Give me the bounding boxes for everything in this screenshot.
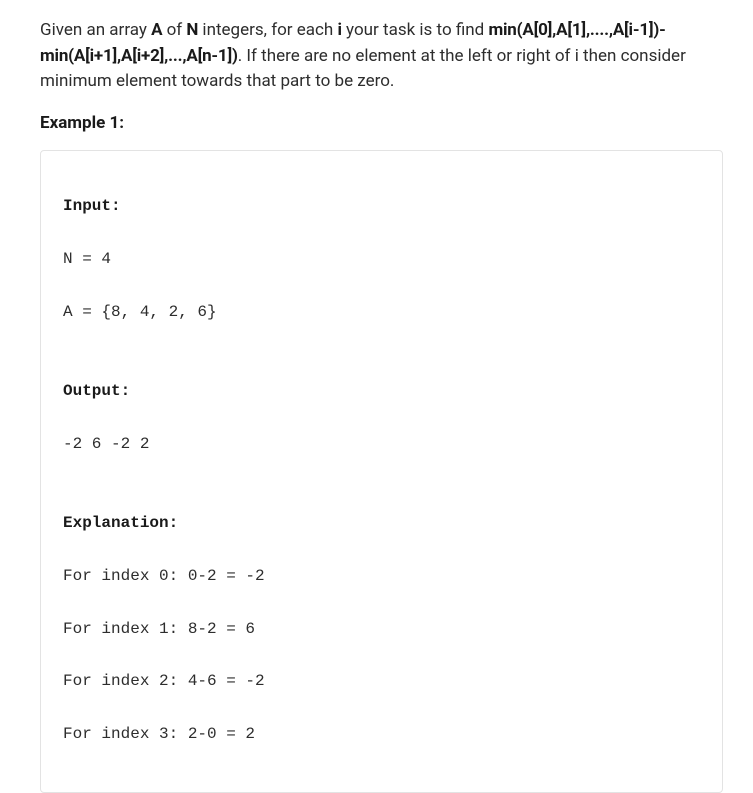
output-line: -2 6 -2 2 — [63, 431, 700, 457]
explanation-line: For index 3: 2-0 = 2 — [63, 721, 700, 747]
var-A: A — [151, 20, 162, 40]
output-label: Output: — [63, 378, 700, 404]
problem-statement: Given an array A of N integers, for each… — [40, 18, 723, 95]
text: integers, for each — [198, 20, 337, 40]
explanation-line: For index 2: 4-6 = -2 — [63, 668, 700, 694]
example-title: Example 1: — [40, 111, 723, 137]
input-label: Input: — [63, 193, 700, 219]
var-N: N — [186, 20, 198, 40]
input-line: A = {8, 4, 2, 6} — [63, 299, 700, 325]
explanation-line: For index 0: 0-2 = -2 — [63, 563, 700, 589]
input-line: N = 4 — [63, 246, 700, 272]
example-block: Input: N = 4 A = {8, 4, 2, 6} Output: -2… — [40, 150, 723, 793]
explanation-line: For index 1: 8-2 = 6 — [63, 616, 700, 642]
explanation-label: Explanation: — [63, 510, 700, 536]
text: your task is to find — [342, 20, 489, 40]
text: Given an array — [40, 20, 151, 40]
text: of — [162, 20, 186, 40]
